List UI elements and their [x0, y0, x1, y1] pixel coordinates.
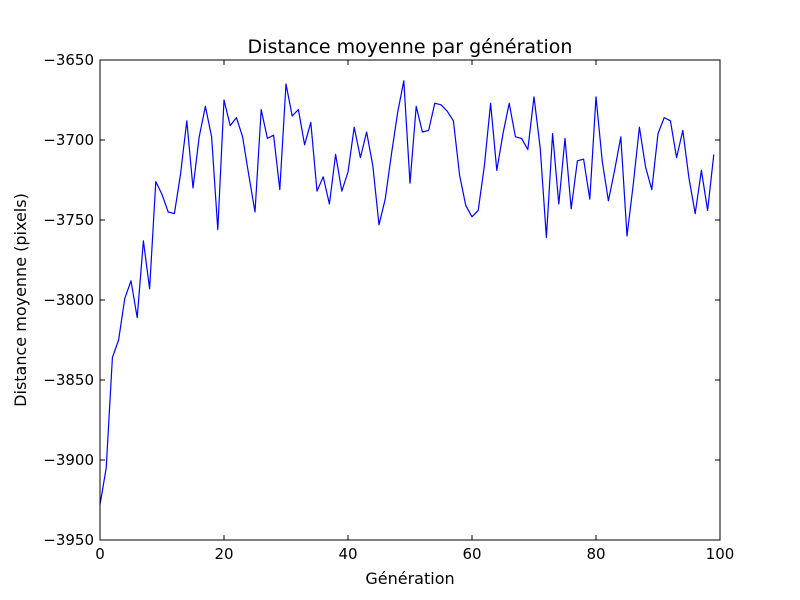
y-tick-label: −3800 — [43, 291, 94, 309]
x-tick-label: 40 — [338, 545, 357, 563]
y-tick-label: −3950 — [43, 531, 94, 549]
axis-ticks: 0 20 40 60 80 100 −3950 −3900 −3850 −3800 −3750 −37… — [43, 51, 734, 563]
y-tick-label: −3650 — [43, 51, 94, 69]
plot-frame — [99, 59, 721, 541]
y-tick-label: −3850 — [43, 371, 94, 389]
x-tick-label: 60 — [462, 545, 481, 563]
y-tick-label: −3700 — [43, 131, 94, 149]
x-tick-label: 100 — [706, 545, 735, 563]
y-axis-label: Distance moyenne (pixels) — [11, 193, 30, 407]
chart-title: Distance moyenne par génération — [248, 36, 573, 58]
y-tick-label: −3900 — [43, 451, 94, 469]
y-tick-label: −3750 — [43, 211, 94, 229]
x-tick-label: 0 — [95, 545, 105, 563]
plot-area — [99, 80, 715, 505]
x-axis-label: Génération — [365, 569, 454, 588]
x-tick-label: 20 — [214, 545, 233, 563]
series-line — [99, 80, 715, 505]
x-tick-label: 80 — [586, 545, 605, 563]
